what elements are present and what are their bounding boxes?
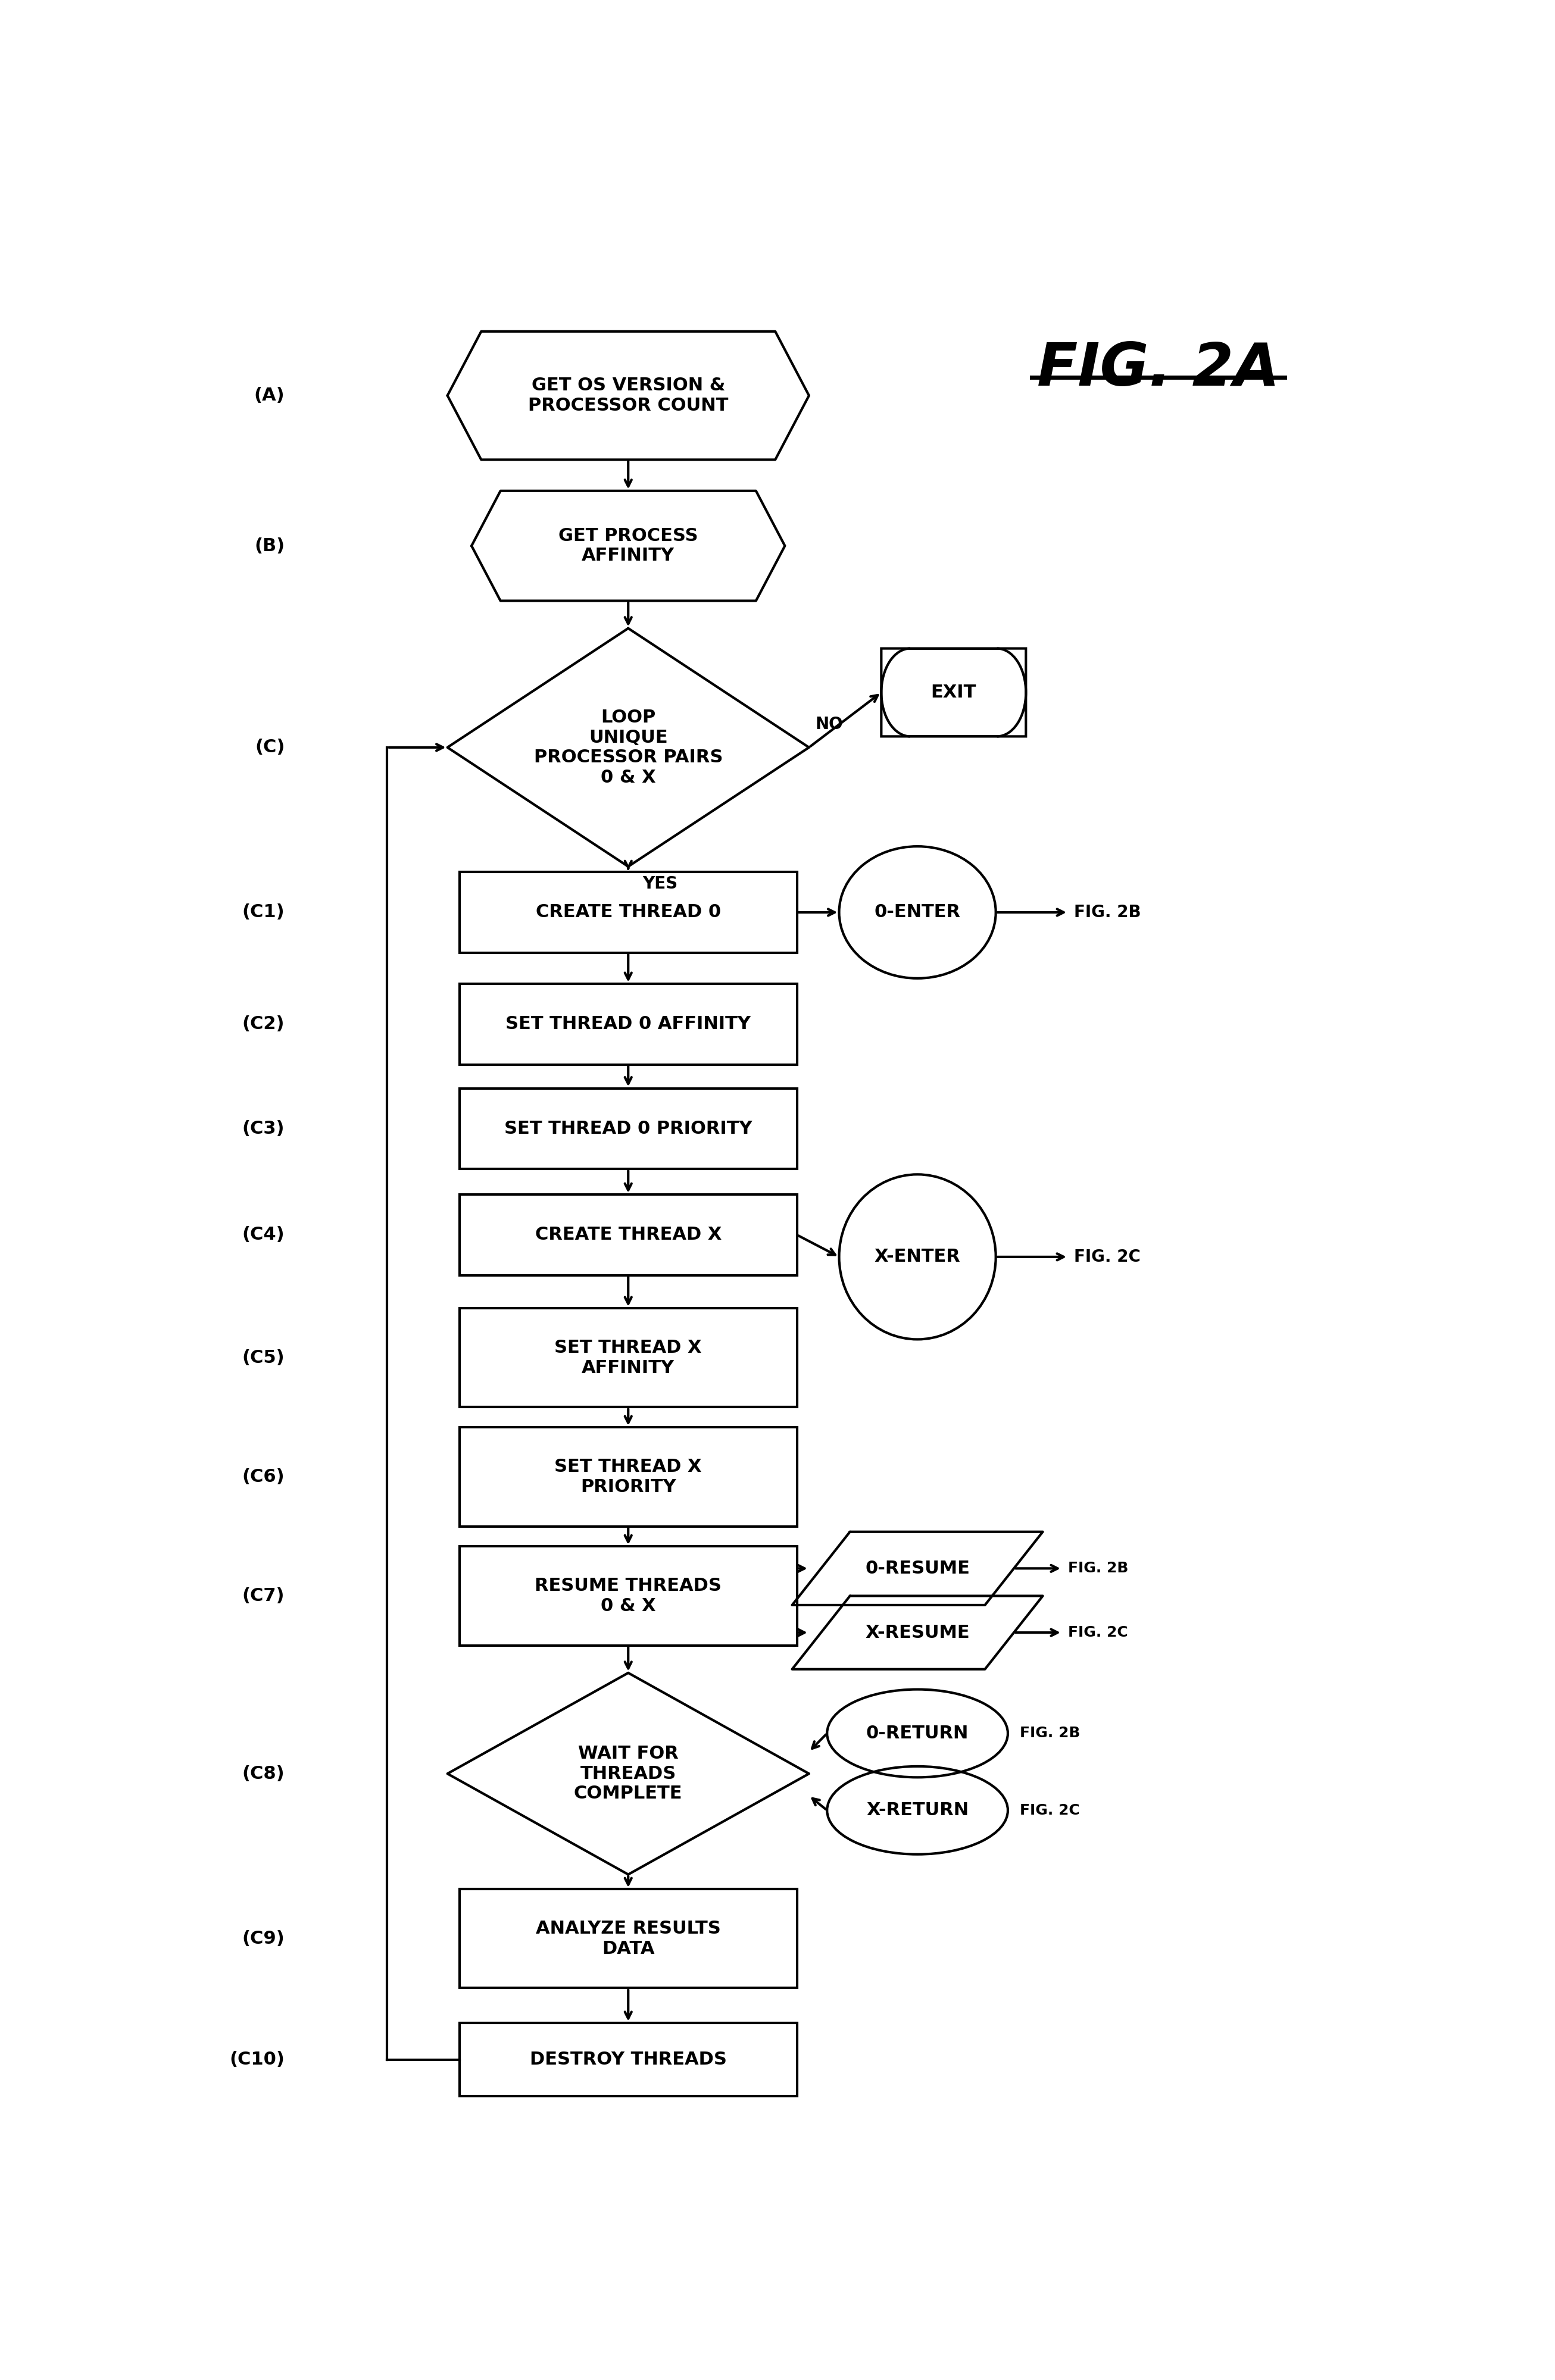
Text: (C8): (C8): [243, 1766, 285, 1783]
Text: (C3): (C3): [243, 1121, 285, 1138]
Text: RESUME THREADS
0 & X: RESUME THREADS 0 & X: [535, 1578, 722, 1614]
Text: SET THREAD 0 PRIORITY: SET THREAD 0 PRIORITY: [504, 1121, 753, 1138]
Bar: [460, 1890, 798, 1987]
Text: CREATE THREAD 0: CREATE THREAD 0: [535, 904, 722, 921]
Text: NO: NO: [815, 716, 843, 733]
Text: (C1): (C1): [243, 904, 285, 921]
Text: ANALYZE RESULTS
DATA: ANALYZE RESULTS DATA: [536, 1921, 720, 1956]
Text: FIG. 2B: FIG. 2B: [1075, 904, 1141, 921]
Text: (C): (C): [255, 738, 285, 757]
Text: FIG. 2C: FIG. 2C: [1068, 1626, 1127, 1640]
Text: FIG. 2B: FIG. 2B: [1068, 1561, 1129, 1576]
Text: LOOP
UNIQUE
PROCESSOR PAIRS
0 & X: LOOP UNIQUE PROCESSOR PAIRS 0 & X: [533, 709, 723, 785]
Text: WAIT FOR
THREADS
COMPLETE: WAIT FOR THREADS COMPLETE: [574, 1745, 683, 1802]
Text: (C5): (C5): [243, 1349, 285, 1366]
Text: (B): (B): [255, 538, 285, 555]
Text: EXIT: EXIT: [931, 683, 977, 702]
Text: X-RETURN: X-RETURN: [866, 1802, 969, 1818]
Text: 0-RESUME: 0-RESUME: [865, 1559, 970, 1578]
Text: (A): (A): [253, 388, 285, 405]
Text: FIG. 2C: FIG. 2C: [1020, 1804, 1079, 1818]
Bar: [460, 1088, 798, 1169]
Text: (C2): (C2): [243, 1016, 285, 1033]
Text: X-ENTER: X-ENTER: [874, 1247, 961, 1266]
Text: DESTROY THREADS: DESTROY THREADS: [530, 2052, 726, 2068]
Text: SET THREAD 0 AFFINITY: SET THREAD 0 AFFINITY: [505, 1016, 751, 1033]
Text: GET PROCESS
AFFINITY: GET PROCESS AFFINITY: [558, 528, 698, 564]
Bar: [460, 983, 798, 1064]
Text: YES: YES: [642, 876, 678, 892]
Text: 0-ENTER: 0-ENTER: [874, 904, 961, 921]
Text: (C7): (C7): [243, 1587, 285, 1604]
Text: CREATE THREAD X: CREATE THREAD X: [535, 1226, 722, 1242]
Text: FIG. 2B: FIG. 2B: [1020, 1726, 1081, 1740]
Text: (C6): (C6): [243, 1468, 285, 1485]
Bar: [460, 1309, 798, 1407]
Text: SET THREAD X
PRIORITY: SET THREAD X PRIORITY: [555, 1459, 701, 1495]
Bar: [460, 1195, 798, 1276]
Text: FIG. 2C: FIG. 2C: [1075, 1250, 1141, 1266]
Text: FIG. 2A: FIG. 2A: [1037, 340, 1280, 397]
Bar: [460, 1547, 798, 1645]
Text: (C10): (C10): [230, 2052, 285, 2068]
Text: GET OS VERSION &
PROCESSOR COUNT: GET OS VERSION & PROCESSOR COUNT: [529, 376, 728, 414]
Bar: [460, 2023, 798, 2097]
Text: SET THREAD X
AFFINITY: SET THREAD X AFFINITY: [555, 1340, 701, 1376]
Bar: [460, 1428, 798, 1526]
Text: 0-RETURN: 0-RETURN: [866, 1726, 969, 1742]
Bar: [460, 871, 798, 952]
Text: X-RESUME: X-RESUME: [865, 1623, 970, 1642]
Text: (C9): (C9): [243, 1930, 285, 1947]
Text: (C4): (C4): [243, 1226, 285, 1242]
